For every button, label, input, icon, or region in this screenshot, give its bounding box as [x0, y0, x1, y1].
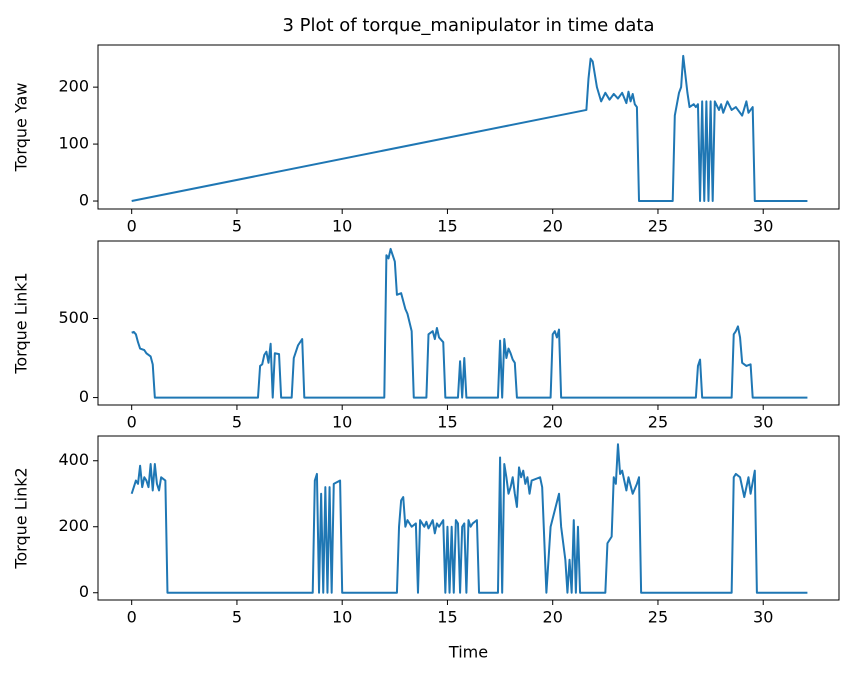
x-tick-label: 30	[753, 413, 773, 432]
x-tick-label: 25	[648, 217, 668, 236]
x-tick-label: 30	[753, 217, 773, 236]
x-tick-label: 5	[232, 608, 242, 627]
x-tick-label: 10	[332, 608, 352, 627]
y-axis-label: Torque Yaw	[12, 83, 31, 173]
y-tick-label: 0	[79, 191, 89, 210]
x-tick-label: 0	[127, 413, 137, 432]
x-tick-label: 20	[543, 608, 563, 627]
y-axis-label: Torque Link2	[12, 467, 31, 569]
chart-title: 3 Plot of torque_manipulator in time dat…	[282, 15, 654, 36]
y-tick-label: 100	[58, 134, 89, 153]
y-tick-label: 200	[58, 77, 89, 96]
data-line	[130, 443, 808, 594]
y-tick-label: 400	[58, 450, 89, 469]
y-tick-label: 500	[58, 308, 89, 327]
y-tick-label: 0	[79, 387, 89, 406]
y-tick-label: 0	[79, 582, 89, 601]
x-tick-label: 20	[543, 217, 563, 236]
x-tick-label: 20	[543, 413, 563, 432]
x-tick-label: 0	[127, 217, 137, 236]
y-tick-label: 200	[58, 516, 89, 535]
y-axis-label: Torque Link1	[12, 272, 31, 374]
x-tick-label: 25	[648, 413, 668, 432]
axes-frame	[97, 240, 840, 406]
x-tick-label: 5	[232, 413, 242, 432]
x-tick-label: 30	[753, 608, 773, 627]
x-tick-label: 5	[232, 217, 242, 236]
x-tick-label: 15	[437, 217, 457, 236]
data-line	[131, 247, 808, 399]
axes-frame	[97, 435, 840, 601]
x-tick-label: 10	[332, 413, 352, 432]
x-tick-label: 0	[127, 608, 137, 627]
axes-frame	[97, 44, 840, 210]
x-tick-label: 10	[332, 217, 352, 236]
x-axis-label: Time	[448, 643, 488, 662]
x-tick-label: 15	[437, 413, 457, 432]
x-tick-label: 15	[437, 608, 457, 627]
x-tick-label: 25	[648, 608, 668, 627]
data-line	[131, 54, 808, 203]
